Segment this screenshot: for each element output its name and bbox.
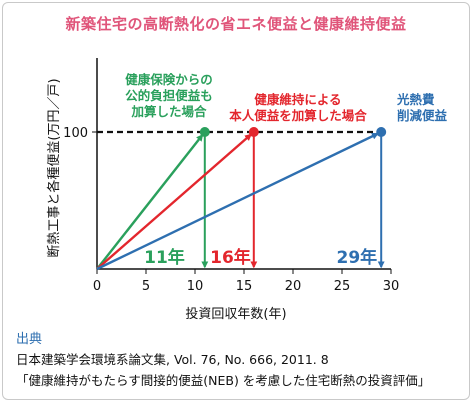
annotation-label: 本人便益を加算した場合 [229,108,367,123]
payback-label: 16年 [210,247,251,268]
x-tick-label: 10 [187,279,204,294]
annotation-label: 削減便益 [397,108,448,123]
series-line [96,133,252,270]
x-tick-label: 0 [93,279,101,294]
x-tick-label: 20 [285,279,302,294]
annotation-label: 公的負担便益も [125,88,213,103]
x-tick-label: 5 [142,279,150,294]
y-tick-label: 100 [63,126,88,141]
y-axis-label: 断熱工事と各種便益(万円／戸) [46,78,62,257]
chart-title: 新築住宅の高断熱化の省エネ便益と健康維持便益 [65,15,407,33]
payback-label: 29年 [337,247,378,268]
annotation-label: 光熱費 [396,92,435,107]
x-tick-label: 15 [236,279,253,294]
annotation-label: 健康維持による [254,92,341,107]
x-tick-label: 30 [383,279,400,294]
series-endpoint [376,127,387,137]
source-journal: 日本建築学会環境系論文集, Vol. 76, No. 666, 2011. 8 [16,352,329,367]
annotation-label: 健康保険からの [125,72,213,87]
annotation-label: 加算した場合 [130,104,207,119]
series-line [96,132,379,271]
payback-label: 11年 [144,247,185,268]
source-heading: 出典 [16,332,43,347]
source-paper-title: 「健康維持がもたらす間接的便益(NEB) を考慮した住宅断熱の投資評価」 [16,373,431,388]
x-axis-label: 投資回収年数(年) [185,306,286,322]
series-line [96,134,204,270]
series-endpoint [248,127,259,137]
x-tick-label: 25 [334,279,351,294]
series-endpoint [199,127,210,137]
